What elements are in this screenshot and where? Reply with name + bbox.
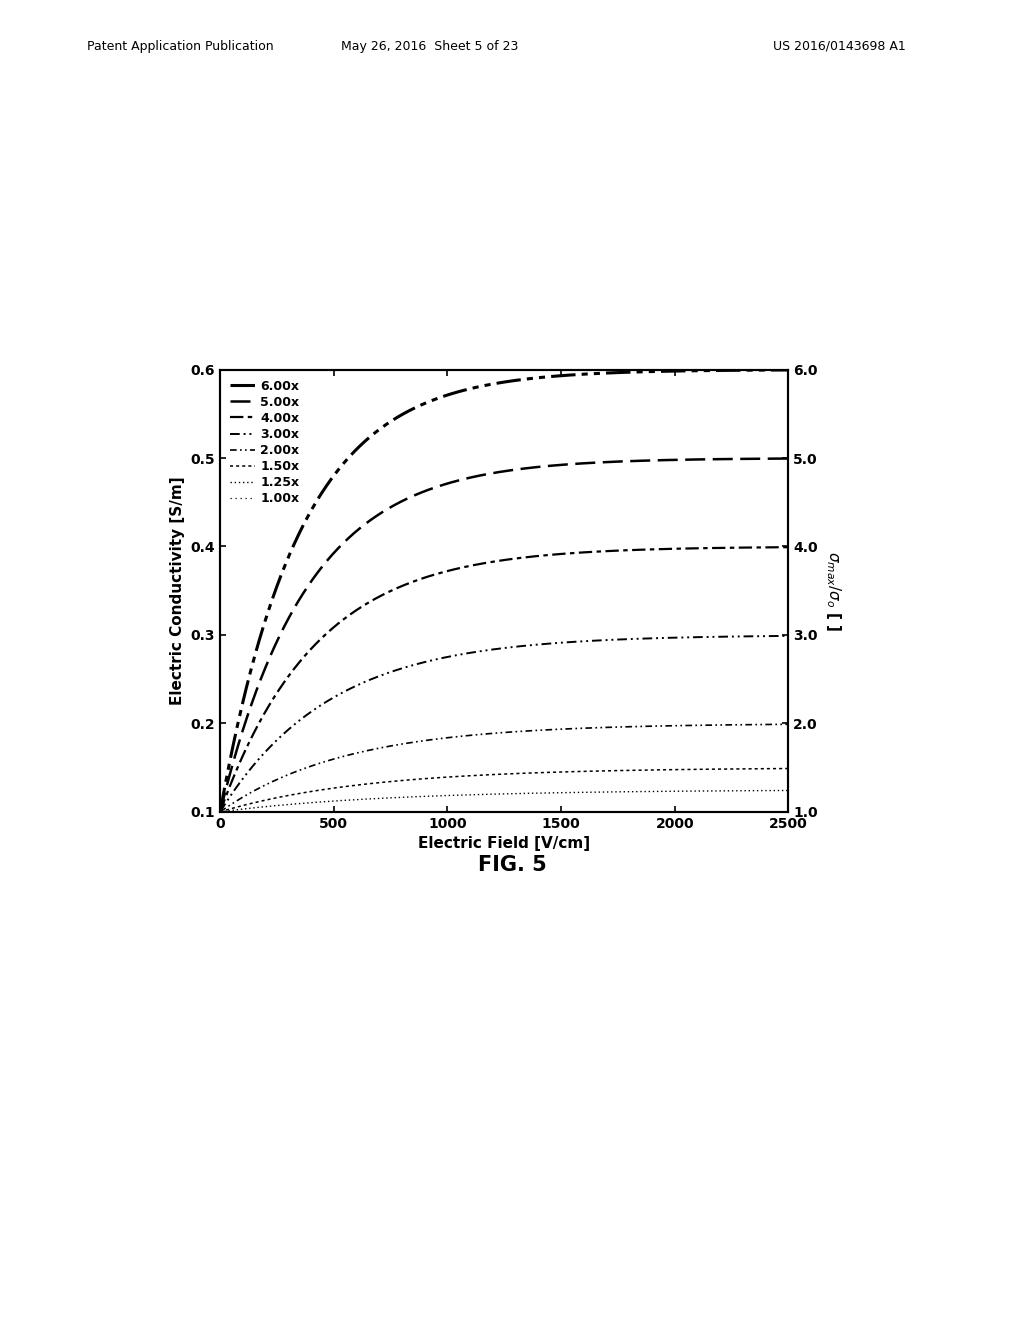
1.25x	[457, 787, 469, 803]
X-axis label: Electric Field [V/cm]: Electric Field [V/cm]	[418, 836, 591, 851]
6.00x	[782, 362, 795, 378]
1.50x	[432, 770, 444, 785]
Text: Patent Application Publication: Patent Application Publication	[87, 40, 273, 53]
1.00x	[312, 804, 325, 820]
4.00x	[432, 566, 444, 582]
4.00x	[279, 673, 291, 689]
2.00x	[312, 755, 325, 771]
1.00x	[710, 804, 722, 820]
5.00x	[432, 479, 444, 495]
1.50x	[771, 760, 783, 776]
Legend: 6.00x, 5.00x, 4.00x, 3.00x, 2.00x, 1.50x, 1.25x, 1.00x: 6.00x, 5.00x, 4.00x, 3.00x, 2.00x, 1.50x…	[226, 376, 303, 510]
1.25x	[771, 783, 783, 799]
1.50x	[279, 788, 291, 804]
4.00x	[312, 634, 325, 649]
2.00x	[771, 717, 783, 733]
3.00x	[312, 698, 325, 714]
2.00x	[457, 729, 469, 744]
6.00x	[771, 362, 783, 378]
3.00x	[782, 628, 795, 644]
1.25x	[432, 788, 444, 804]
4.00x	[214, 804, 226, 820]
5.00x	[214, 804, 226, 820]
1.50x	[457, 768, 469, 784]
Y-axis label: $\sigma_{max}/\sigma_o$ [ ]: $\sigma_{max}/\sigma_o$ [ ]	[824, 550, 843, 631]
1.25x	[312, 795, 325, 810]
3.00x	[771, 628, 783, 644]
6.00x	[279, 557, 291, 573]
1.00x	[279, 804, 291, 820]
5.00x	[771, 450, 783, 466]
6.00x	[312, 490, 325, 506]
5.00x	[279, 618, 291, 634]
Line: 4.00x: 4.00x	[220, 548, 788, 812]
Line: 5.00x: 5.00x	[220, 458, 788, 812]
2.00x	[279, 768, 291, 784]
2.00x	[710, 717, 722, 733]
2.00x	[432, 731, 444, 747]
5.00x	[710, 451, 722, 467]
6.00x	[214, 804, 226, 820]
Y-axis label: Electric Conductivity [S/m]: Electric Conductivity [S/m]	[170, 477, 185, 705]
Text: FIG. 5: FIG. 5	[477, 854, 547, 875]
5.00x	[457, 471, 469, 487]
1.50x	[710, 762, 722, 777]
3.00x	[279, 725, 291, 741]
1.25x	[782, 783, 795, 799]
2.00x	[214, 804, 226, 820]
1.00x	[782, 804, 795, 820]
1.00x	[457, 804, 469, 820]
Line: 1.25x: 1.25x	[220, 791, 788, 812]
3.00x	[432, 651, 444, 667]
1.00x	[771, 804, 783, 820]
1.25x	[279, 797, 291, 813]
1.50x	[782, 760, 795, 776]
4.00x	[782, 540, 795, 556]
1.50x	[214, 804, 226, 820]
2.00x	[782, 717, 795, 733]
1.25x	[214, 804, 226, 820]
3.00x	[457, 647, 469, 663]
6.00x	[432, 391, 444, 407]
6.00x	[457, 383, 469, 399]
4.00x	[457, 560, 469, 576]
1.50x	[312, 783, 325, 799]
1.00x	[214, 804, 226, 820]
3.00x	[214, 804, 226, 820]
1.00x	[432, 804, 444, 820]
Line: 6.00x: 6.00x	[220, 370, 788, 812]
5.00x	[782, 450, 795, 466]
Text: May 26, 2016  Sheet 5 of 23: May 26, 2016 Sheet 5 of 23	[341, 40, 519, 53]
Line: 1.50x: 1.50x	[220, 768, 788, 812]
Line: 2.00x: 2.00x	[220, 725, 788, 812]
Line: 3.00x: 3.00x	[220, 636, 788, 812]
3.00x	[710, 628, 722, 644]
Text: US 2016/0143698 A1: US 2016/0143698 A1	[773, 40, 906, 53]
1.25x	[710, 783, 722, 799]
6.00x	[710, 363, 722, 379]
4.00x	[710, 540, 722, 556]
5.00x	[312, 564, 325, 579]
4.00x	[771, 540, 783, 556]
